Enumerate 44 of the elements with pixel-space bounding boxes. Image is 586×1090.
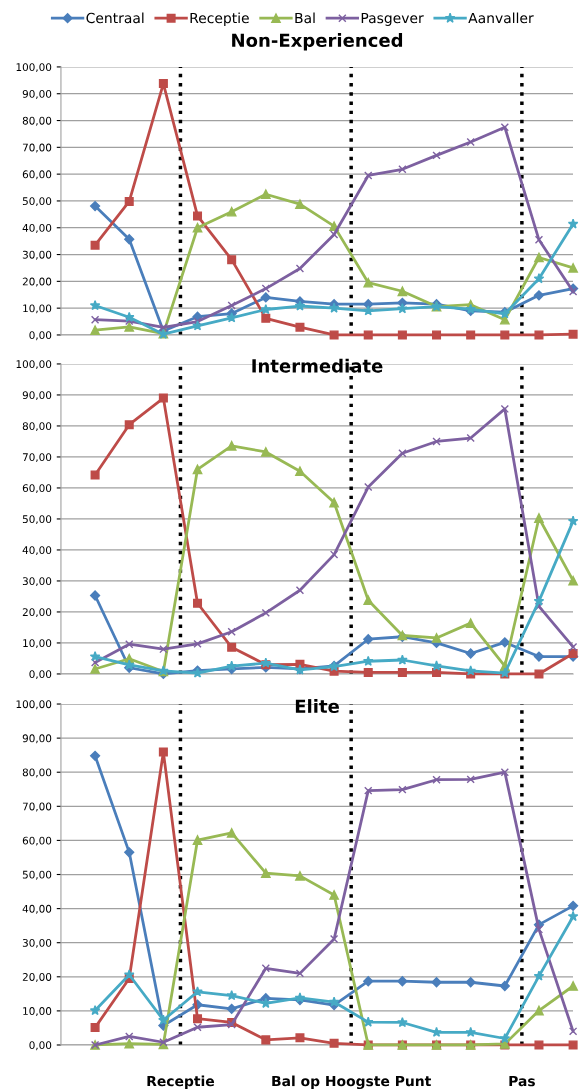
y-tick-label: 100,00 xyxy=(16,63,52,73)
y-tick-label: 0,00 xyxy=(29,331,52,341)
y-tick-label: 20,00 xyxy=(22,277,52,287)
text: Receptie xyxy=(147,1075,215,1089)
y-tick-label: 100,00 xyxy=(16,700,52,710)
legend-label: Pasgever xyxy=(361,12,424,26)
y-tick-label: 90,00 xyxy=(22,391,52,401)
text: Bal op Hoogste Punt xyxy=(272,1075,431,1090)
legend-label: Bal xyxy=(295,12,315,24)
text: Pas xyxy=(509,1075,535,1087)
y-tick-label: 20,00 xyxy=(22,973,52,982)
y-tick-label: 60,00 xyxy=(22,836,52,846)
y-tick-label: 0,00 xyxy=(29,1041,52,1051)
legend-label: Receptie xyxy=(190,12,249,26)
y-tick-label: 30,00 xyxy=(22,250,52,260)
y-tick-label: 50,00 xyxy=(22,515,52,525)
y-tick-label: 40,00 xyxy=(22,223,52,233)
legend-label: Centraal xyxy=(86,12,144,24)
legend-label: Aanvaller xyxy=(468,12,534,24)
y-tick-label: 20,00 xyxy=(22,608,52,618)
y-tick-label: 60,00 xyxy=(22,484,52,494)
y-tick-label: 10,00 xyxy=(23,304,52,314)
y-tick-label: 10,00 xyxy=(23,1007,52,1017)
y-tick-label: 90,00 xyxy=(22,89,52,99)
y-tick-label: 0,00 xyxy=(29,670,52,680)
y-tick-label: 30,00 xyxy=(22,577,52,587)
y-tick-label: 70,00 xyxy=(22,802,52,812)
y-tick-label: 70,00 xyxy=(22,453,52,463)
y-tick-label: 40,00 xyxy=(22,546,52,556)
y-tick-label: 100,00 xyxy=(16,360,52,370)
y-tick-label: 90,00 xyxy=(22,734,52,744)
y-tick-label: 70,00 xyxy=(22,143,52,153)
y-tick-label: 80,00 xyxy=(22,422,52,432)
y-tick-label: 40,00 xyxy=(22,904,52,914)
y-tick-label: 10,00 xyxy=(23,639,52,649)
chart-title: Intermediate xyxy=(252,358,383,373)
chart-title: Non-Experienced xyxy=(232,33,403,51)
y-tick-label: 80,00 xyxy=(22,116,52,126)
y-tick-label: 30,00 xyxy=(22,938,52,948)
y-tick-label: 80,00 xyxy=(22,768,52,778)
y-tick-label: 50,00 xyxy=(22,870,52,880)
y-tick-label: 50,00 xyxy=(22,197,52,207)
y-tick-label: 60,00 xyxy=(22,170,52,180)
chart-title: Elite xyxy=(295,699,339,714)
